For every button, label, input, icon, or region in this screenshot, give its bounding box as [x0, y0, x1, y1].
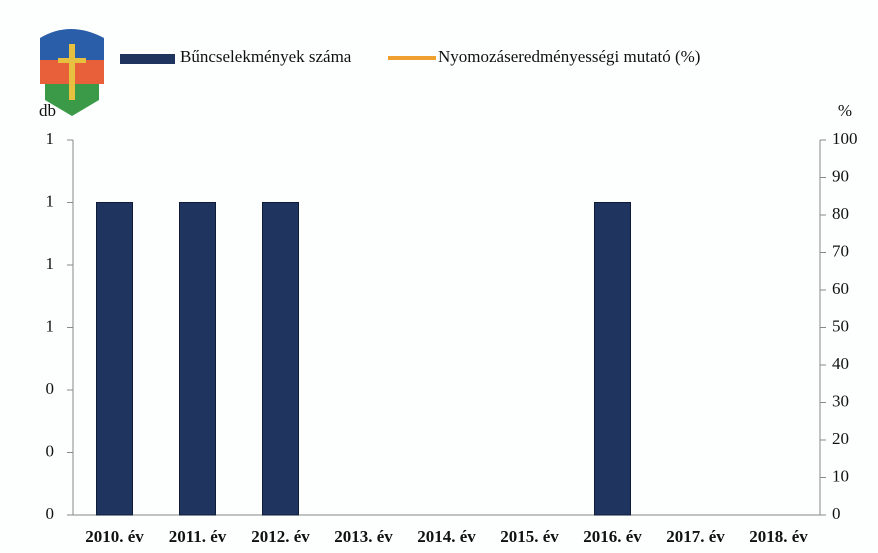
- bar: [262, 202, 299, 516]
- bar: [594, 202, 631, 516]
- x-tick-label: 2014. év: [417, 527, 476, 546]
- y-tick-label: 1: [46, 191, 55, 210]
- y-tick-label: 1: [46, 129, 55, 148]
- x-tick-label: 2015. év: [500, 527, 559, 546]
- bar: [96, 202, 133, 516]
- x-tick-label: 2012. év: [251, 527, 310, 546]
- y2-tick-label: 50: [832, 316, 849, 335]
- x-tick-label: 2010. év: [85, 527, 144, 546]
- legend-label: Nyomozáseredményességi mutató (%): [438, 47, 700, 66]
- x-tick-label: 2017. év: [666, 527, 725, 546]
- y-tick-label: 1: [46, 316, 55, 335]
- y2-tick-label: 70: [832, 241, 849, 260]
- y2-axis-label: %: [838, 101, 852, 120]
- y2-tick-label: 0: [832, 504, 841, 523]
- y-tick-label: 1: [46, 254, 55, 273]
- y2-tick-label: 90: [832, 166, 849, 185]
- x-tick-label: 2018. év: [749, 527, 808, 546]
- bar: [179, 202, 216, 516]
- y2-tick-label: 30: [832, 391, 849, 410]
- y2-tick-label: 10: [832, 466, 849, 485]
- y-axis-label: db: [39, 101, 56, 120]
- y-tick-label: 0: [46, 441, 55, 460]
- logo: [40, 29, 104, 116]
- y2-tick-label: 40: [832, 354, 849, 373]
- y2-tick-label: 80: [832, 204, 849, 223]
- y2-tick-label: 20: [832, 429, 849, 448]
- x-tick-label: 2016. év: [583, 527, 642, 546]
- y-tick-label: 0: [46, 504, 55, 523]
- legend-swatch: [120, 54, 175, 64]
- x-tick-label: 2013. év: [334, 527, 393, 546]
- y2-tick-label: 60: [832, 279, 849, 298]
- y2-tick-label: 100: [832, 129, 858, 148]
- legend-label: Bűncselekmények száma: [180, 47, 352, 66]
- x-tick-label: 2011. év: [169, 527, 227, 546]
- y-tick-label: 0: [46, 379, 55, 398]
